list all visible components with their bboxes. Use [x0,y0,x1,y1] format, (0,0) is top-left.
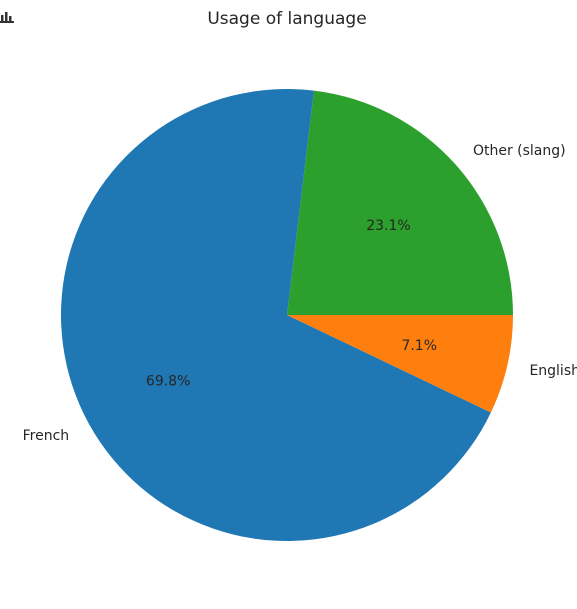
pie-slice-english [287,315,513,413]
pie-slices [61,89,513,541]
pie-slice-french [61,89,491,541]
pie-pct-french: 69.8% [146,373,190,389]
pie-pct-english: 7.1% [401,338,437,354]
chart-title: Usage of language [207,9,366,29]
bar-chart-icon[interactable] [0,8,14,23]
pie-labels: Other (slang) 23.1% French 69.8% English 7.1% [23,143,577,444]
pie-label-english: English [529,363,577,379]
pie-slice-other-slang [287,90,513,316]
pie-label-french: French [23,428,70,444]
pie-label-other-slang: Other (slang) [473,143,566,159]
pie-pct-other-slang: 23.1% [366,218,410,234]
